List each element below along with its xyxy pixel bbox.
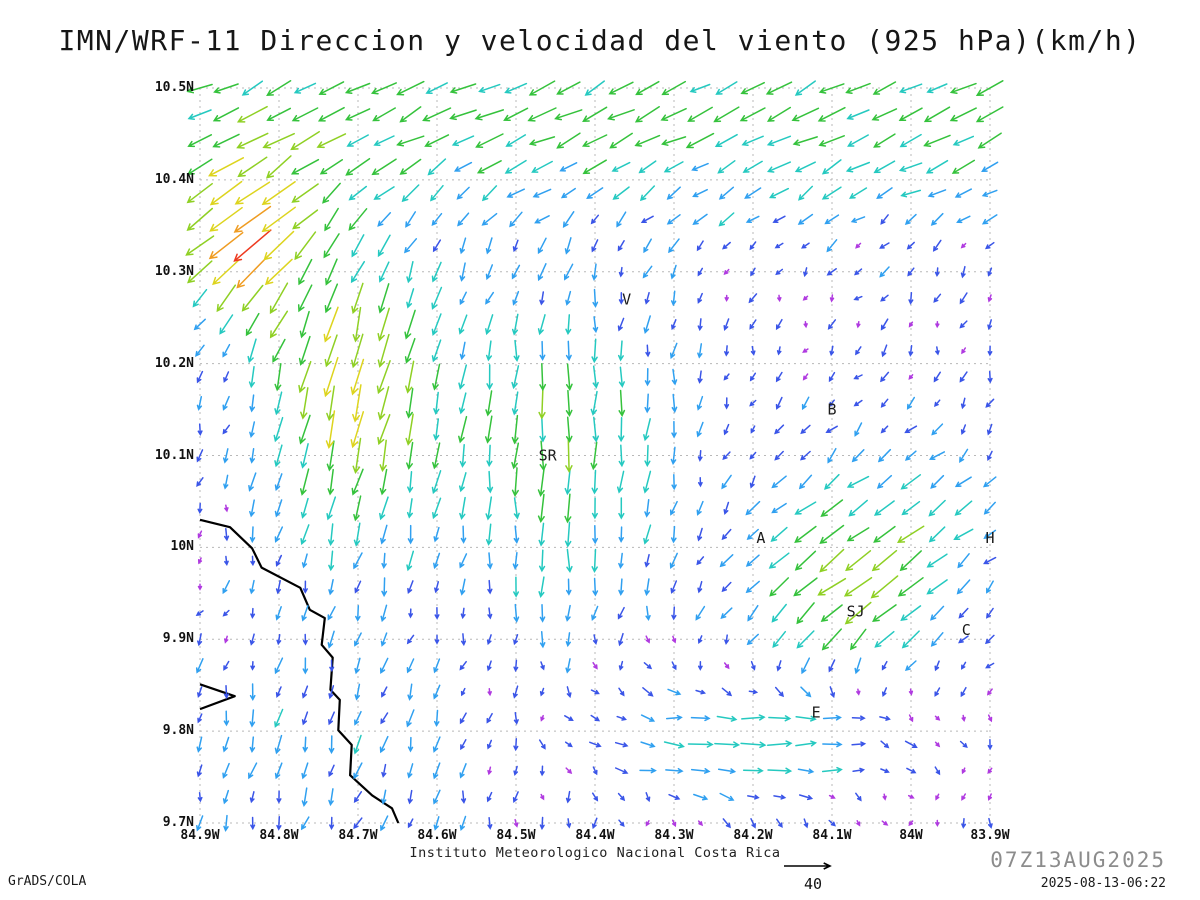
x-axis-tick-84.6W: 84.6W: [417, 828, 457, 843]
x-axis-tick-84W: 84W: [899, 828, 923, 843]
coast-inlet: [199, 683, 236, 711]
created-timestamp: 2025-08-13-06:22: [1040, 876, 1166, 891]
y-axis-tick-10.1N: 10.1N: [154, 447, 194, 463]
reference-vector: 40: [778, 858, 850, 893]
coastline: [199, 518, 400, 824]
y-axis-tick-9.7N: 9.7N: [162, 815, 194, 830]
y-axis-tick-10.4N: 10.4N: [154, 171, 194, 187]
y-axis-tick-10.5N: 10.5N: [154, 80, 194, 95]
grads-credit: GrADS/COLA: [8, 874, 87, 889]
station-label-sr: SR: [539, 447, 558, 465]
station-label-sj: SJ: [847, 603, 865, 621]
station-label-e: E: [812, 704, 821, 722]
x-axis-tick-84.7W: 84.7W: [338, 828, 378, 843]
station-label-h: H: [985, 529, 994, 547]
wind-vectors: [185, 80, 1004, 833]
y-axis-tick-10.3N: 10.3N: [154, 263, 194, 279]
station-label-b: B: [827, 401, 836, 419]
run-timestamp: 07Z13AUG2025: [990, 848, 1166, 872]
x-axis-tick-84.8W: 84.8W: [259, 828, 299, 843]
x-axis-tick-84.5W: 84.5W: [496, 828, 536, 843]
x-axis-tick-83.9W: 83.9W: [970, 828, 1010, 843]
station-label-c: C: [962, 621, 971, 639]
y-axis-tick-9.9N: 9.9N: [162, 631, 194, 647]
wind-vector-plot: V B SR A SJ C E H: [185, 80, 1004, 833]
y-axis-tick-10.2N: 10.2N: [154, 355, 194, 371]
chart-title: IMN/WRF-11 Direccion y velocidad del vie…: [58, 24, 1142, 57]
station-label-a: A: [756, 529, 765, 547]
x-axis-tick-84.9W: 84.9W: [180, 828, 220, 843]
institute-caption: Instituto Meteorologico Nacional Costa R…: [409, 845, 781, 861]
reference-arrow-label: 40: [803, 875, 823, 893]
x-axis-tick-84.1W: 84.1W: [812, 828, 852, 843]
x-axis-tick-84.4W: 84.4W: [575, 828, 615, 843]
x-axis-tick-84.2W: 84.2W: [733, 828, 773, 843]
x-axis-tick-84.3W: 84.3W: [654, 828, 694, 843]
y-axis-tick-10N: 10N: [170, 539, 194, 555]
y-axis-tick-9.8N: 9.8N: [162, 723, 194, 739]
station-label-v: V: [622, 290, 631, 308]
reference-arrow-glyph: [784, 862, 832, 870]
reference-arrow: [784, 862, 832, 870]
